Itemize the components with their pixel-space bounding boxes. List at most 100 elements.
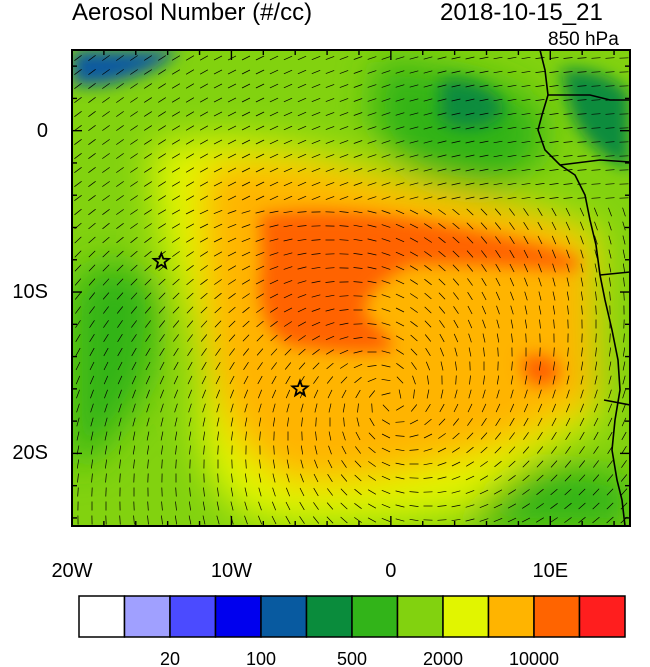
plot-title: Aerosol Number (#/cc) [72, 0, 313, 26]
wind-vector [189, 445, 191, 455]
wind-vector [424, 320, 432, 328]
wind-vector [507, 503, 517, 509]
wind-vector [339, 168, 349, 172]
wind-vector [199, 195, 209, 201]
wind-vector [395, 182, 405, 186]
wind-vector [255, 97, 265, 103]
wind-vector [549, 99, 559, 101]
wind-vector [563, 99, 573, 101]
wind-vector [535, 169, 545, 171]
wind-vector [185, 97, 195, 103]
wind-vector [381, 378, 391, 382]
wind-vector [606, 502, 614, 510]
wind-vector [381, 294, 391, 298]
wind-vector [623, 277, 625, 287]
wind-vector [437, 462, 447, 466]
wind-vector [145, 348, 151, 356]
wind-vector [423, 154, 433, 158]
colorbar-box [351, 595, 399, 638]
colorbar-box [169, 595, 217, 638]
wind-vector [427, 375, 429, 385]
wind-vector [133, 515, 135, 525]
wind-vector [102, 278, 110, 286]
wind-vector [118, 417, 122, 427]
wind-vector [340, 502, 348, 510]
wind-vector [381, 322, 391, 326]
wind-vector [409, 112, 419, 116]
wind-vector [185, 83, 195, 89]
wind-vector [241, 210, 251, 214]
wind-vector [465, 56, 475, 60]
wind-vector [199, 167, 209, 173]
wind-vector [563, 113, 573, 115]
wind-vector [145, 375, 151, 385]
wind-vector [75, 347, 81, 357]
wind-vector [607, 417, 613, 427]
wind-vector [171, 195, 181, 201]
wind-vector [202, 431, 206, 441]
wind-vector [579, 431, 585, 441]
wind-vector [325, 154, 335, 158]
wind-vector [539, 319, 541, 329]
wind-vector [523, 403, 529, 413]
colorbar-box [214, 595, 262, 638]
colorbar-tick-label: 500 [336, 649, 368, 667]
wind-vector [494, 446, 502, 454]
wind-vector [437, 168, 447, 172]
wind-vector [297, 97, 307, 103]
wind-vector [185, 111, 195, 117]
wind-vector [367, 365, 377, 367]
wind-vector [409, 237, 419, 243]
wind-vector [395, 448, 405, 452]
wind-vector [536, 488, 544, 496]
wind-vector [172, 278, 180, 286]
wind-vector [297, 294, 307, 298]
wind-vector [258, 403, 262, 413]
wind-vector [341, 460, 347, 468]
wind-vector [467, 305, 473, 315]
wind-vector [186, 251, 194, 257]
wind-vector [482, 333, 486, 343]
wind-vector [231, 431, 233, 441]
wind-vector [187, 361, 193, 371]
wind-vector [286, 473, 290, 483]
wind-vector [158, 306, 166, 314]
wind-vector [228, 320, 236, 328]
wind-vector [535, 85, 545, 87]
wind-vector [549, 141, 559, 143]
wind-vector [88, 264, 96, 272]
wind-vector [409, 505, 419, 507]
wind-vector [161, 501, 163, 511]
wind-vector [116, 209, 124, 215]
wind-vector [118, 403, 122, 413]
wind-vector [494, 208, 502, 216]
wind-vector [311, 266, 321, 270]
wind-vector [551, 403, 557, 413]
wind-vector [227, 97, 237, 103]
wind-vector [452, 418, 460, 426]
wind-vector [339, 309, 349, 311]
wind-vector [200, 251, 208, 257]
wind-vector [552, 263, 556, 273]
wind-vector [367, 126, 377, 130]
wind-vector [466, 222, 474, 230]
wind-vector [158, 320, 166, 328]
wind-vector [269, 224, 279, 228]
wind-vector [186, 306, 194, 314]
wind-vector [269, 55, 279, 61]
wind-vector [271, 515, 277, 525]
wind-vector [172, 306, 180, 314]
wind-vector [381, 56, 391, 60]
wind-vector [158, 237, 166, 243]
wind-vector [298, 335, 306, 341]
wind-vector [103, 375, 109, 385]
wind-vector [381, 98, 391, 102]
wind-vector [241, 265, 251, 271]
wind-vector [522, 489, 530, 495]
wind-vector [495, 291, 501, 301]
wind-vector [213, 69, 223, 75]
wind-vector [328, 403, 332, 413]
wind-vector [315, 431, 317, 441]
wind-vector [507, 70, 517, 74]
wind-vector [591, 169, 601, 171]
